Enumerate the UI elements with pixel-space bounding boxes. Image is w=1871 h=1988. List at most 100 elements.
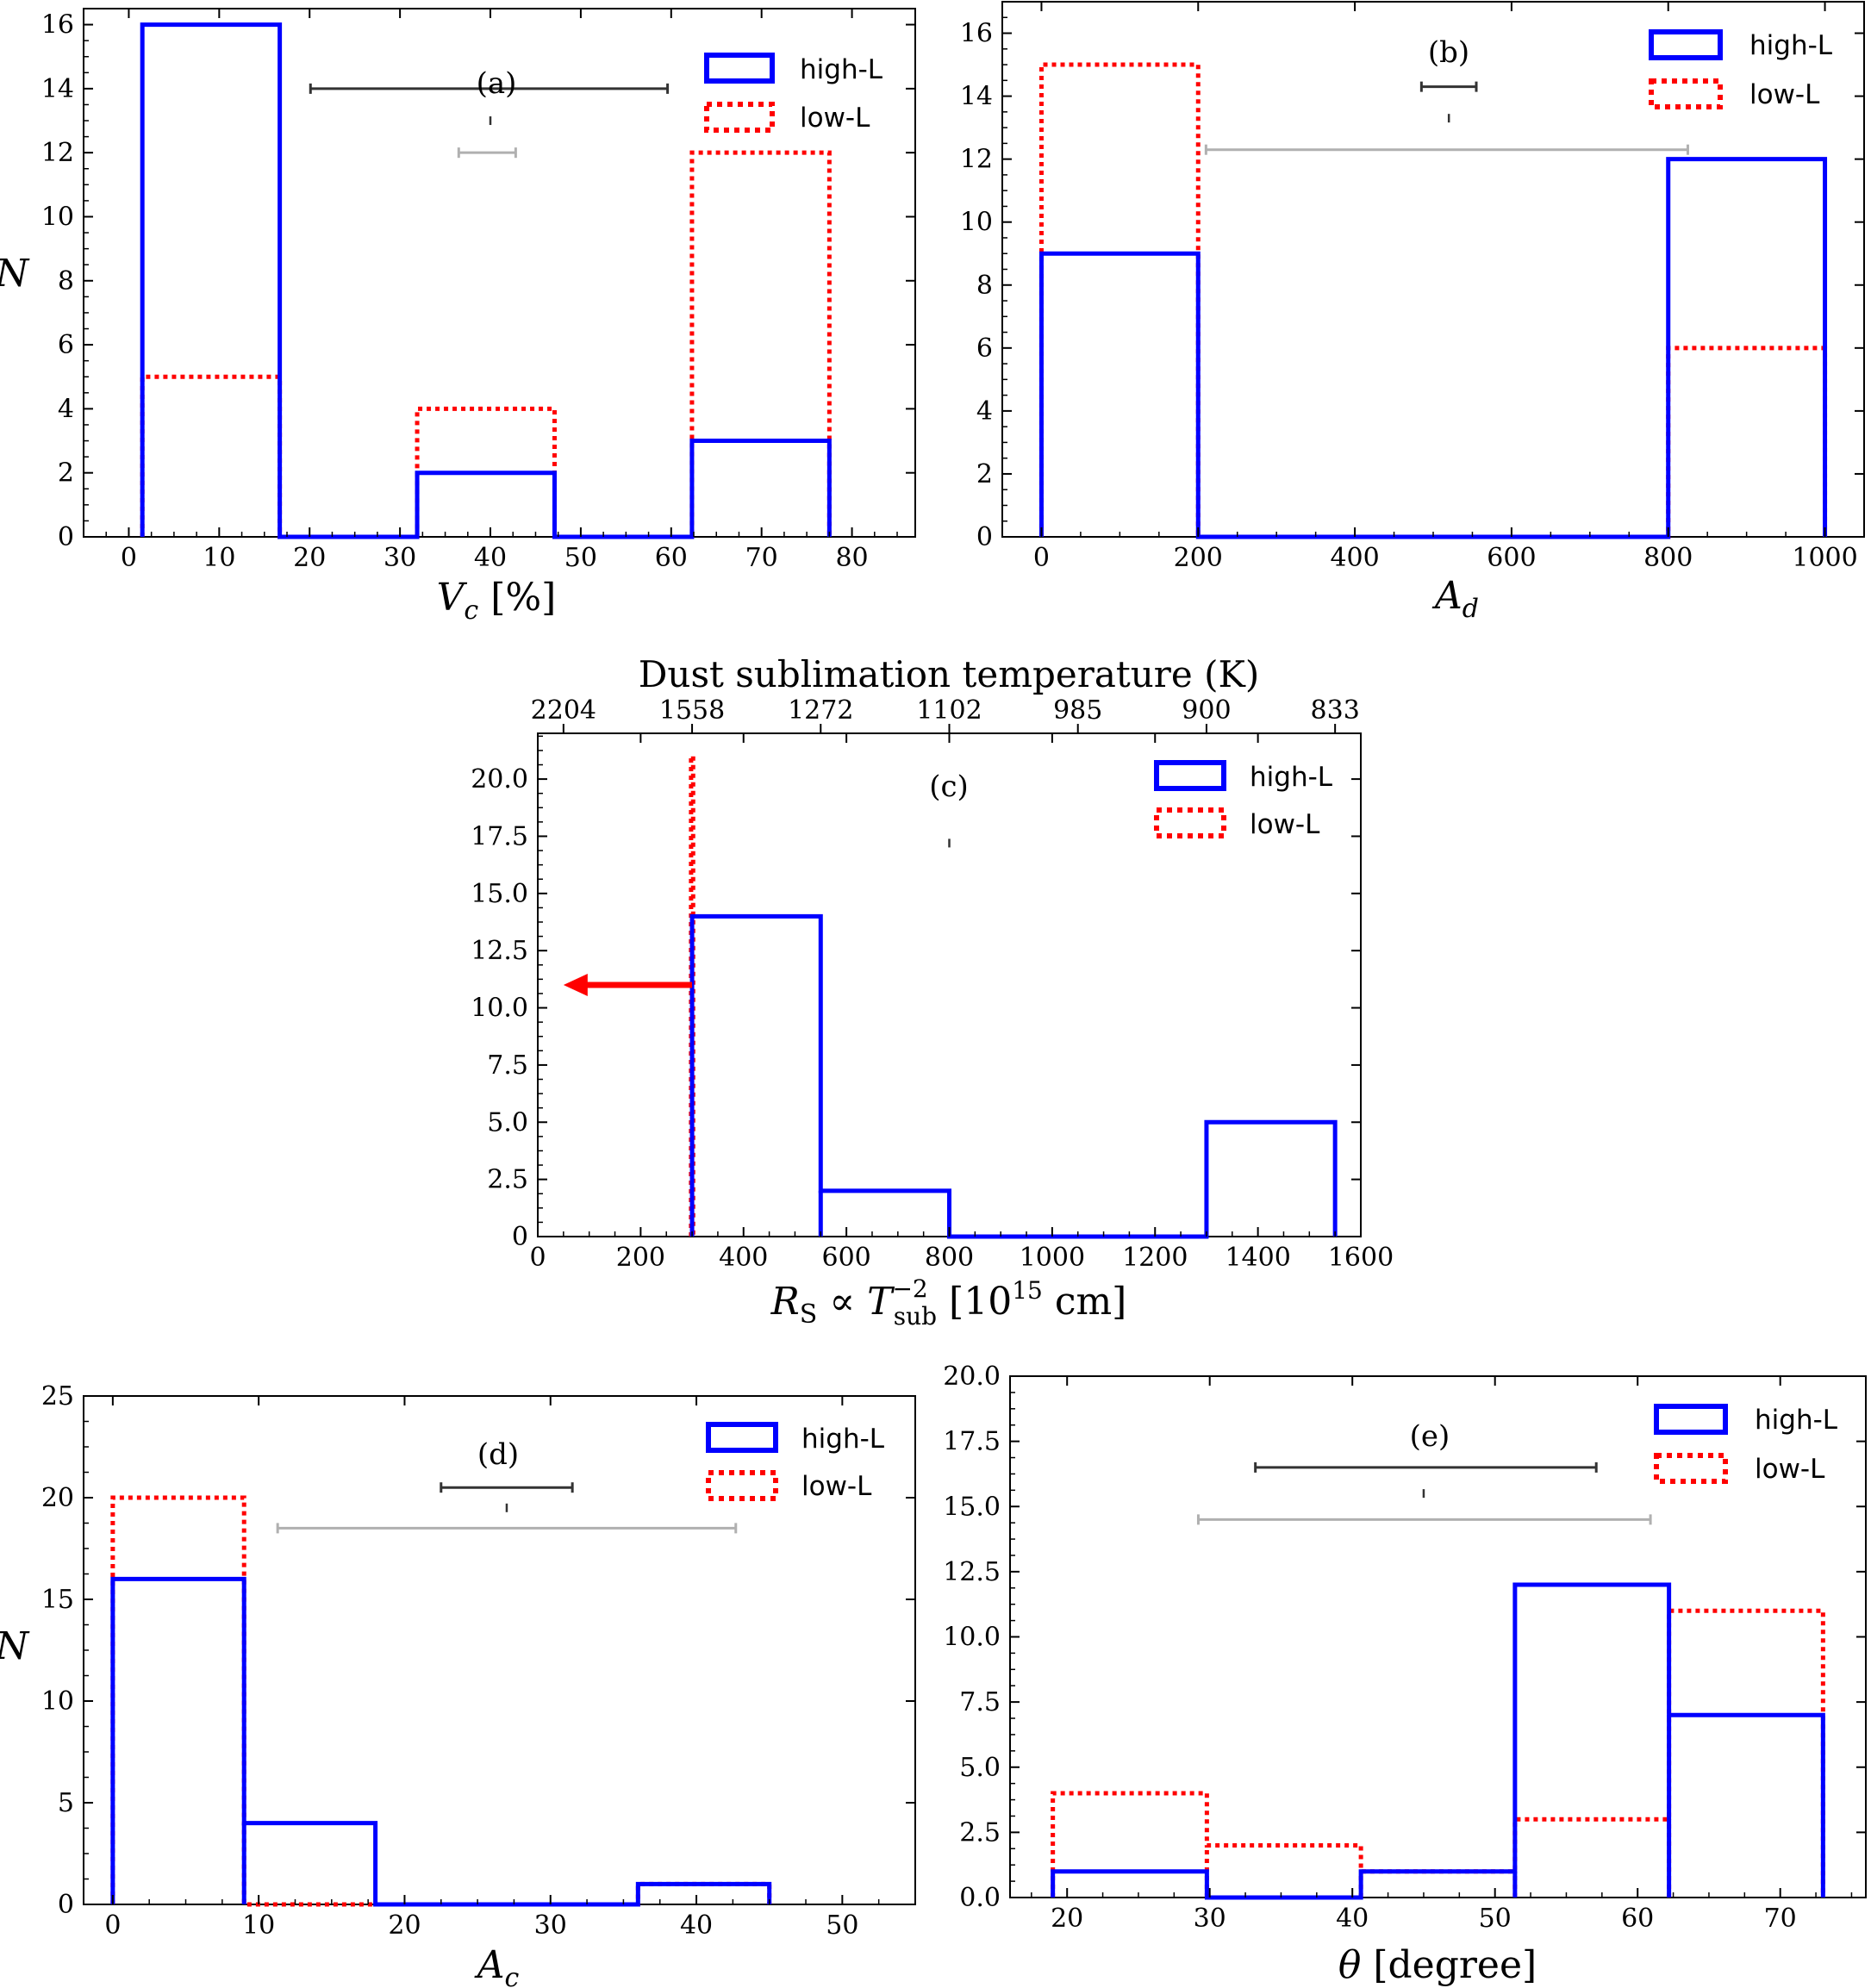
error-bars: [309, 83, 670, 159]
legend-label-high-l: high-L: [1250, 762, 1333, 793]
axis-ticks: 0 200 400 600 800 1000 0 2 4 6 8 10 12 14 16: [960, 1, 1865, 573]
top-tick-label: 1102: [916, 695, 982, 726]
legend-swatch-high-l: [704, 53, 775, 84]
x-tick-label: 40: [1336, 1904, 1369, 1934]
series-high-l: [140, 22, 832, 539]
error-bars: [276, 1482, 738, 1534]
plot-frame: [83, 1395, 916, 1905]
legend-label-high-l: high-L: [800, 54, 883, 85]
x-tick-label: 0: [529, 1243, 546, 1273]
plot-frame: [1009, 1375, 1867, 1898]
x-axis-label: Ad: [1431, 574, 1479, 624]
legend-swatch-low-l: [1154, 807, 1226, 838]
x-tick-label: 0: [1033, 543, 1050, 573]
x-axis-label: Ac: [474, 1943, 520, 1988]
y-axis-label: N: [0, 252, 30, 296]
y-tick-label: 20: [41, 1483, 74, 1513]
legend-label-low-l: low-L: [801, 1471, 872, 1502]
panel-label: (c): [929, 770, 969, 804]
y-tick-label: 0: [58, 522, 74, 552]
plot-frame: [1001, 1, 1865, 538]
y-tick-label: 12: [960, 145, 993, 175]
y-axis-label: N: [0, 1624, 30, 1668]
legend-swatch-high-l: [1154, 760, 1226, 791]
panel-b: 0 200 400 600 800 1000 0 2 4 6 8 10 12 14 16 (b) high-…: [960, 1, 1865, 624]
histogram-bars: [110, 1495, 772, 1907]
x-tick-label: 30: [1194, 1904, 1226, 1934]
top-tick-label: 985: [1053, 695, 1102, 726]
legend: high-L low-L: [1154, 760, 1333, 840]
y-tick-label: 2: [58, 458, 74, 489]
x-tick-label: 1400: [1225, 1243, 1290, 1273]
x-tick-label: 1000: [1020, 1243, 1085, 1273]
y-tick-label: 6: [976, 333, 993, 364]
y-tick-label: 0: [976, 522, 993, 552]
x-tick-label: 600: [1487, 543, 1536, 573]
y-tick-label: 17.5: [943, 1427, 1001, 1457]
histogram-bars: [689, 754, 1338, 1239]
legend-label-low-l: low-L: [1250, 809, 1320, 840]
series-low-l: [110, 1495, 772, 1907]
top-axis-ticks: 2204 1558 1272 1102 985 900 833: [531, 695, 1360, 733]
y-tick-label: 0.0: [959, 1883, 1001, 1913]
x-tick-label: 70: [1764, 1904, 1797, 1934]
legend-swatch-low-l: [706, 1470, 778, 1501]
histogram-bars: [1038, 62, 1828, 539]
x-tick-label: 50: [826, 1910, 858, 1941]
histogram-bars: [1051, 1582, 1825, 1900]
x-tick-label: 400: [1330, 543, 1379, 573]
legend: high-L low-L: [1654, 1404, 1838, 1485]
y-tick-label: 10: [41, 202, 74, 232]
panel-label: (a): [477, 66, 517, 101]
x-tick-label: 400: [719, 1243, 768, 1273]
y-tick-label: 0: [58, 1890, 74, 1920]
x-tick-label: 800: [925, 1243, 974, 1273]
legend-label-low-l: low-L: [1755, 1454, 1825, 1485]
y-tick-label: 5.0: [959, 1753, 1001, 1783]
x-tick-label: 60: [1621, 1904, 1654, 1934]
x-tick-label: 200: [1174, 543, 1223, 573]
x-axis-label: RS ∝ T−2 sub [1015 cm]: [770, 1274, 1127, 1331]
axis-ticks: 0 10 20 30 40 50 0 5 10 15 20 25: [41, 1381, 916, 1941]
y-tick-label: 20.0: [943, 1362, 1001, 1392]
x-tick-label: 40: [680, 1910, 713, 1941]
y-tick-label: 14: [41, 74, 74, 104]
x-tick-label: 1200: [1122, 1243, 1188, 1273]
y-tick-label: 7.5: [487, 1050, 528, 1081]
x-tick-label: 50: [564, 543, 597, 573]
x-tick-label: 80: [835, 543, 868, 573]
x-tick-label: 0: [104, 1910, 121, 1941]
series-low-l: [1051, 1608, 1825, 1898]
legend-label-low-l: low-L: [800, 103, 870, 134]
legend-label-high-l: high-L: [1755, 1405, 1838, 1436]
legend-label-low-l: low-L: [1749, 79, 1820, 110]
panel-e: 20 30 40 50 60 70 0.0 2.5 5.0 7.5 10.0 12.5 15.0 17.5…: [943, 1362, 1867, 1987]
legend-swatch-high-l: [706, 1422, 778, 1453]
panel-label: (d): [477, 1437, 519, 1472]
top-tick-label: 1558: [659, 695, 725, 726]
y-tick-label: 6: [58, 330, 74, 360]
y-tick-label: 2.5: [959, 1817, 1001, 1848]
top-tick-label: 2204: [531, 695, 596, 726]
x-tick-label: 200: [616, 1243, 665, 1273]
legend-swatch-low-l: [1649, 78, 1723, 109]
y-tick-label: 7.5: [959, 1687, 1001, 1717]
x-axis-label: θ [degree]: [1338, 1943, 1537, 1987]
legend-label-high-l: high-L: [1749, 30, 1833, 61]
y-tick-label: 2.5: [487, 1165, 528, 1195]
y-tick-label: 5.0: [487, 1107, 528, 1137]
legend: high-L low-L: [706, 1422, 885, 1502]
legend-label-high-l: high-L: [801, 1424, 885, 1455]
panel-a: 0 10 20 30 40 50 60 70 80 0 2 4 6 8 10 12 14 16 (a) high-…: [0, 8, 916, 626]
y-tick-label: 10: [960, 208, 993, 238]
y-tick-label: 15: [41, 1585, 74, 1615]
x-tick-label: 1600: [1328, 1243, 1394, 1273]
x-tick-label: 70: [745, 543, 778, 573]
x-tick-label: 50: [1479, 1904, 1512, 1934]
x-tick-label: 60: [655, 543, 688, 573]
x-tick-label: 30: [534, 1910, 567, 1941]
y-tick-label: 0: [512, 1222, 528, 1252]
x-tick-label: 40: [474, 543, 507, 573]
y-tick-label: 8: [976, 271, 993, 301]
